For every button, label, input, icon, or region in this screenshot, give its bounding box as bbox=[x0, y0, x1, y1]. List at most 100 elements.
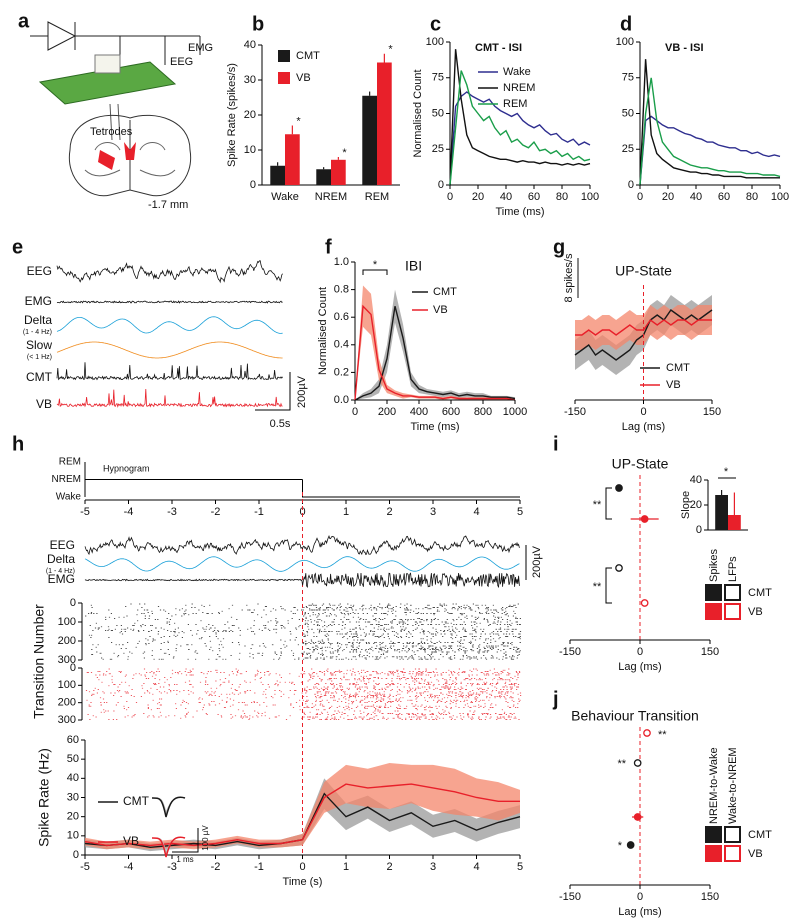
legend-swatch bbox=[705, 584, 722, 601]
point bbox=[633, 813, 642, 821]
bar bbox=[285, 134, 300, 185]
x-tick-label: 20 bbox=[472, 191, 484, 203]
sig-bracket bbox=[362, 269, 388, 275]
chart-title: IBI bbox=[405, 258, 422, 274]
x-tick-label: 40 bbox=[690, 191, 702, 203]
annotation: * bbox=[373, 259, 378, 271]
scale-bar bbox=[255, 372, 291, 411]
y-axis-label: Spike Rate (Hz) bbox=[36, 748, 52, 847]
x-tick-label: REM bbox=[365, 191, 389, 203]
x-tick-label: 600 bbox=[442, 406, 460, 418]
y-tick-label: 40 bbox=[244, 39, 256, 51]
chart-title: UP-State bbox=[615, 263, 672, 279]
x-tick-label: -4 bbox=[124, 861, 134, 873]
annotation: ** bbox=[617, 758, 626, 770]
point bbox=[633, 759, 642, 767]
x-tick-label: 0 bbox=[447, 191, 453, 203]
legend-label: CMT bbox=[123, 794, 150, 808]
x-tick-label: -4 bbox=[124, 506, 134, 518]
legend-column: NREM-to-Wake bbox=[708, 747, 720, 824]
trace bbox=[56, 300, 283, 304]
x-tick-label: -3 bbox=[167, 861, 177, 873]
scale-bar-label: 200µV bbox=[296, 375, 308, 408]
panel-label: i bbox=[553, 433, 559, 455]
x-tick-label: 400 bbox=[410, 406, 428, 418]
chart-title: CMT - ISI bbox=[475, 42, 522, 54]
trace bbox=[84, 534, 520, 556]
error-band bbox=[355, 289, 515, 400]
trace bbox=[56, 260, 283, 284]
x-tick-label: 3 bbox=[430, 506, 436, 518]
chart-title: Behaviour Transition bbox=[571, 708, 699, 724]
legend-label: VB bbox=[123, 834, 139, 848]
legend-label: CMT bbox=[296, 50, 320, 62]
x-tick-label: -150 bbox=[559, 891, 581, 903]
y-tick-label: 75 bbox=[432, 72, 444, 84]
legend-column: Wake-to-NREM bbox=[727, 747, 739, 824]
scale-bar-label: 200µV bbox=[531, 545, 543, 578]
bar bbox=[316, 169, 331, 185]
x-tick-label: 150 bbox=[701, 646, 719, 658]
panel-label: h bbox=[12, 433, 24, 455]
x-tick-label: 5 bbox=[517, 506, 523, 518]
state-label: NREM bbox=[52, 474, 81, 485]
waveform bbox=[151, 796, 186, 818]
diagram-label: EEG bbox=[170, 56, 193, 68]
panel-label: c bbox=[430, 13, 441, 35]
y-tick-label: 25 bbox=[432, 143, 444, 155]
x-axis-label: Lag (ms) bbox=[618, 661, 661, 673]
x-tick-label: 100 bbox=[771, 191, 789, 203]
line bbox=[449, 70, 591, 186]
y-tick-label: 100 bbox=[58, 679, 76, 691]
bar bbox=[331, 159, 346, 185]
x-tick-label: Wake bbox=[271, 191, 299, 203]
point bbox=[626, 841, 635, 849]
x-tick-label: -150 bbox=[559, 646, 581, 658]
x-tick-label: -5 bbox=[80, 861, 90, 873]
diagram-label: EMG bbox=[188, 42, 213, 54]
y-tick-label: 25 bbox=[622, 143, 634, 155]
x-tick-label: 100 bbox=[581, 191, 599, 203]
trace-label: EMG bbox=[48, 572, 75, 586]
y-tick-label: 0 bbox=[70, 662, 76, 674]
annotation: * bbox=[296, 115, 301, 127]
y-tick-label: 0.2 bbox=[334, 366, 349, 378]
y-tick-label: 0.0 bbox=[334, 394, 349, 406]
state-label: REM bbox=[59, 457, 81, 468]
x-tick-label: 0 bbox=[299, 506, 305, 518]
x-tick-label: 1 bbox=[343, 506, 349, 518]
annotation: ** bbox=[593, 581, 602, 593]
x-tick-label: 2 bbox=[386, 506, 392, 518]
trace-label: Delta bbox=[47, 552, 75, 566]
x-tick-label: -2 bbox=[211, 861, 221, 873]
trace bbox=[84, 572, 520, 589]
y-tick-label: 100 bbox=[58, 616, 76, 628]
state-label: Wake bbox=[56, 492, 82, 503]
annotation: ** bbox=[593, 499, 602, 511]
point bbox=[640, 515, 649, 523]
y-tick-label: 1.0 bbox=[334, 256, 349, 268]
y-tick-label: 50 bbox=[432, 107, 444, 119]
amplifier bbox=[30, 21, 201, 65]
x-tick-label: -1 bbox=[254, 506, 264, 518]
y-tick-label: 30 bbox=[67, 791, 79, 803]
brain-detail bbox=[84, 142, 176, 177]
y-tick-label: 0 bbox=[696, 524, 702, 536]
inset-scale bbox=[172, 828, 199, 853]
trace bbox=[56, 388, 283, 408]
annotation: * bbox=[388, 44, 393, 56]
annotation: ** bbox=[658, 729, 667, 741]
trace-label: VB bbox=[36, 397, 52, 411]
annotation: * bbox=[618, 840, 623, 852]
line bbox=[639, 59, 780, 186]
legend-swatch bbox=[724, 603, 741, 620]
y-tick-label: 40 bbox=[67, 772, 79, 784]
x-tick-label: 150 bbox=[701, 891, 719, 903]
y-tick-label: 200 bbox=[58, 635, 76, 647]
trace bbox=[56, 316, 283, 334]
bar bbox=[728, 515, 741, 530]
legend-swatch bbox=[724, 845, 741, 862]
diagram-label: Tetrodes bbox=[90, 126, 133, 138]
bar bbox=[362, 95, 377, 185]
